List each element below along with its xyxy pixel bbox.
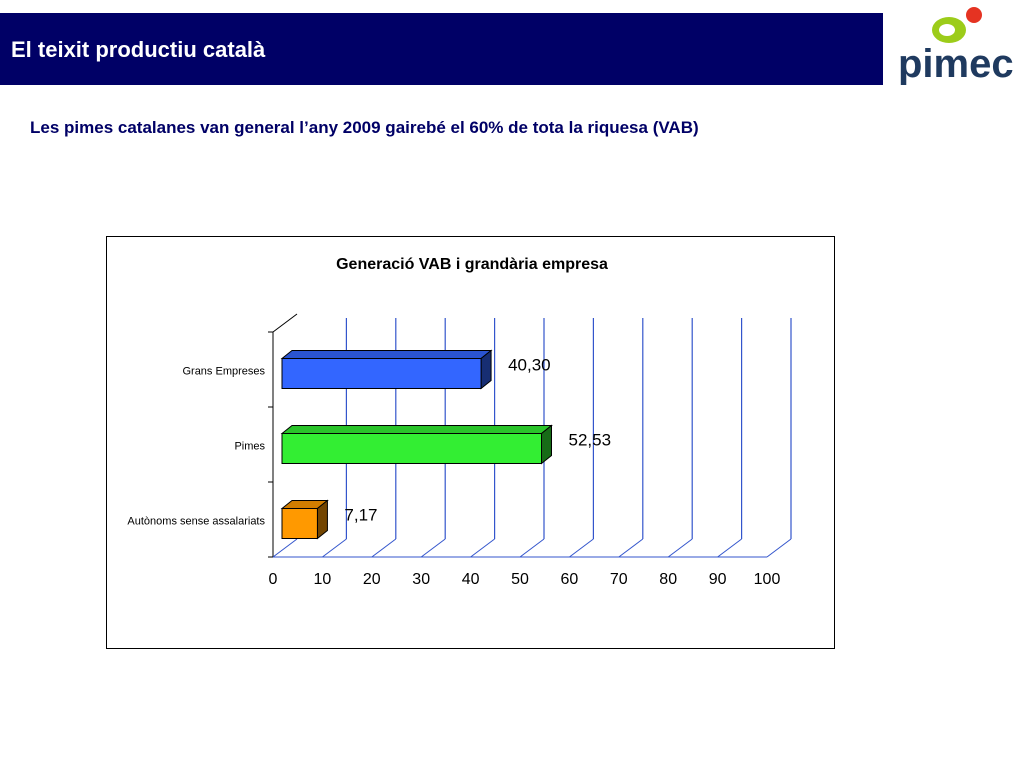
floor-gridline bbox=[371, 538, 397, 558]
chart-frame: Generació VAB i grandària empresa 0 10 20 3… bbox=[106, 236, 835, 649]
pimec-logo: pimec bbox=[893, 5, 1018, 86]
title-bar: El teixit productiu català bbox=[0, 13, 883, 85]
data-label: 7,17 bbox=[344, 506, 377, 525]
bar-3 bbox=[280, 499, 329, 540]
logo-text: pimec bbox=[898, 42, 1014, 85]
data-label: 52,53 bbox=[568, 431, 611, 450]
x-tick-label: 100 bbox=[754, 571, 781, 588]
pimec-logo-graphic: pimec bbox=[898, 7, 1014, 86]
bar-chart: Generació VAB i grandària empresa 0 10 20 3… bbox=[127, 256, 792, 588]
bar-top-face bbox=[280, 425, 553, 434]
x-tick-label: 50 bbox=[511, 571, 529, 588]
floor-gridline bbox=[519, 538, 545, 558]
floor-gridline bbox=[717, 538, 742, 558]
floor-gridline bbox=[766, 538, 792, 558]
floor-left-edge bbox=[272, 538, 298, 558]
x-tick-label: 60 bbox=[561, 571, 579, 588]
chart-title: Generació VAB i grandària empresa bbox=[336, 256, 608, 273]
logo-red-dot bbox=[966, 7, 982, 23]
x-tick-label: 40 bbox=[462, 571, 480, 588]
bar-1 bbox=[280, 349, 493, 390]
x-tick-label: 20 bbox=[363, 571, 381, 588]
bar-front-face bbox=[281, 433, 542, 464]
bar-front-face bbox=[281, 358, 482, 389]
x-tick-label: 10 bbox=[314, 571, 332, 588]
category-label: Autònoms sense assalariats bbox=[127, 516, 265, 528]
floor-gridline bbox=[420, 538, 446, 558]
page-title: El teixit productiu català bbox=[11, 37, 266, 62]
x-tick-label: 0 bbox=[269, 571, 278, 588]
floor-gridline bbox=[569, 538, 594, 558]
floor-gridline bbox=[667, 538, 693, 558]
x-tick-label: 80 bbox=[659, 571, 677, 588]
bar-front-face bbox=[281, 508, 318, 539]
x-tick-label: 30 bbox=[412, 571, 430, 588]
x-tick-label: 90 bbox=[709, 571, 727, 588]
x-tick-label: 70 bbox=[610, 571, 628, 588]
category-label: Pimes bbox=[234, 441, 265, 453]
data-label: 40,30 bbox=[508, 356, 551, 375]
category-label: Grans Empreses bbox=[182, 366, 265, 378]
bar-top-face bbox=[280, 350, 493, 359]
floor-gridline bbox=[470, 538, 495, 558]
floor-gridline bbox=[618, 538, 644, 558]
floor-gridline bbox=[322, 538, 347, 558]
bar-2 bbox=[280, 424, 553, 465]
slide-subtitle: Les pimes catalanes van general l’any 20… bbox=[30, 118, 699, 137]
axis-corner-line bbox=[272, 313, 298, 333]
